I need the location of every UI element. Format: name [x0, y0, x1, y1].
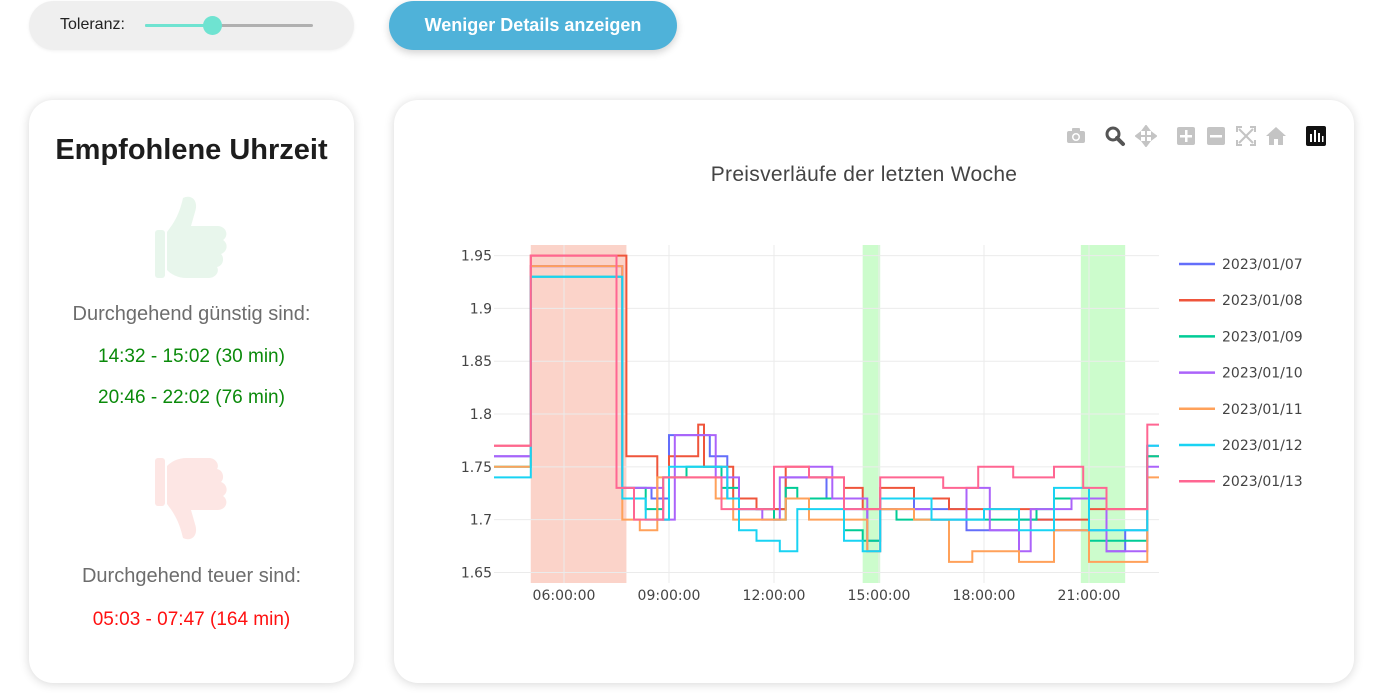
- y-tick-label: 1.95: [461, 249, 492, 265]
- plotly-logo-icon[interactable]: [1305, 125, 1327, 147]
- less-details-button[interactable]: Weniger Details anzeigen: [389, 1, 677, 50]
- camera-icon[interactable]: [1065, 125, 1087, 147]
- chart-card: Preisverläufe der letzten Woche 1.65 1.7 1…: [394, 100, 1354, 683]
- legend-label: 2023/01/11: [1222, 402, 1303, 418]
- zoom-out-icon[interactable]: [1205, 125, 1227, 147]
- pan-icon[interactable]: [1135, 125, 1157, 147]
- chart-modebar: [1065, 125, 1327, 147]
- zoom-in-icon[interactable]: [1175, 125, 1197, 147]
- legend-label: 2023/01/07: [1222, 257, 1303, 273]
- y-tick-label: 1.85: [461, 354, 492, 370]
- y-tick-label: 1.8: [470, 407, 492, 423]
- tolerance-label: Toleranz:: [60, 16, 125, 33]
- thumbs-down-icon: [155, 458, 227, 540]
- legend-label: 2023/01/10: [1222, 366, 1303, 382]
- x-tick-label: 06:00:00: [533, 588, 596, 604]
- expensive-slot: 05:03 - 07:47 (164 min): [92, 609, 291, 630]
- zoom-icon[interactable]: [1104, 125, 1126, 147]
- legend-label: 2023/01/12: [1222, 438, 1303, 454]
- thumbs-up-icon: [155, 196, 227, 278]
- y-tick-label: 1.65: [461, 565, 492, 581]
- expensive-heading: Durchgehend teuer sind:: [81, 565, 302, 587]
- series-line: [494, 265, 1159, 563]
- reset-axes-icon[interactable]: [1265, 125, 1287, 147]
- cheap-heading: Durchgehend günstig sind:: [72, 303, 311, 325]
- legend-label: 2023/01/09: [1222, 329, 1303, 345]
- series-line: [494, 254, 1159, 521]
- cheap-slot: 14:32 - 15:02 (30 min): [98, 346, 285, 367]
- tolerance-slider[interactable]: [145, 13, 313, 37]
- recommendation-card: Empfohlene Uhrzeit Durchgehend günstig s…: [29, 100, 354, 683]
- x-tick-label: 12:00:00: [743, 588, 806, 604]
- chart-title: Preisverläufe der letzten Woche: [710, 163, 1018, 186]
- x-tick-label: 21:00:00: [1058, 588, 1121, 604]
- slider-thumb[interactable]: [203, 16, 223, 35]
- slider-track: [145, 24, 313, 27]
- legend-label: 2023/01/13: [1222, 474, 1303, 490]
- x-tick-label: 09:00:00: [638, 588, 701, 604]
- autoscale-icon[interactable]: [1235, 125, 1257, 147]
- legend-label: 2023/01/08: [1222, 293, 1303, 309]
- cheap-slot: 20:46 - 22:02 (76 min): [98, 387, 285, 408]
- price-chart[interactable]: 1.65 1.7 1.75 1.8 1.85 1.9 1.95 06:00:00 09:00:0…: [394, 100, 1354, 683]
- recommendation-title: Empfohlene Uhrzeit: [55, 134, 328, 166]
- y-tick-label: 1.75: [461, 460, 492, 476]
- slider-fill: [145, 24, 213, 27]
- x-tick-label: 18:00:00: [953, 588, 1016, 604]
- x-tick-label: 15:00:00: [848, 588, 911, 604]
- y-tick-label: 1.7: [470, 513, 492, 529]
- tolerance-control: Toleranz:: [29, 1, 354, 50]
- y-tick-label: 1.9: [470, 301, 492, 317]
